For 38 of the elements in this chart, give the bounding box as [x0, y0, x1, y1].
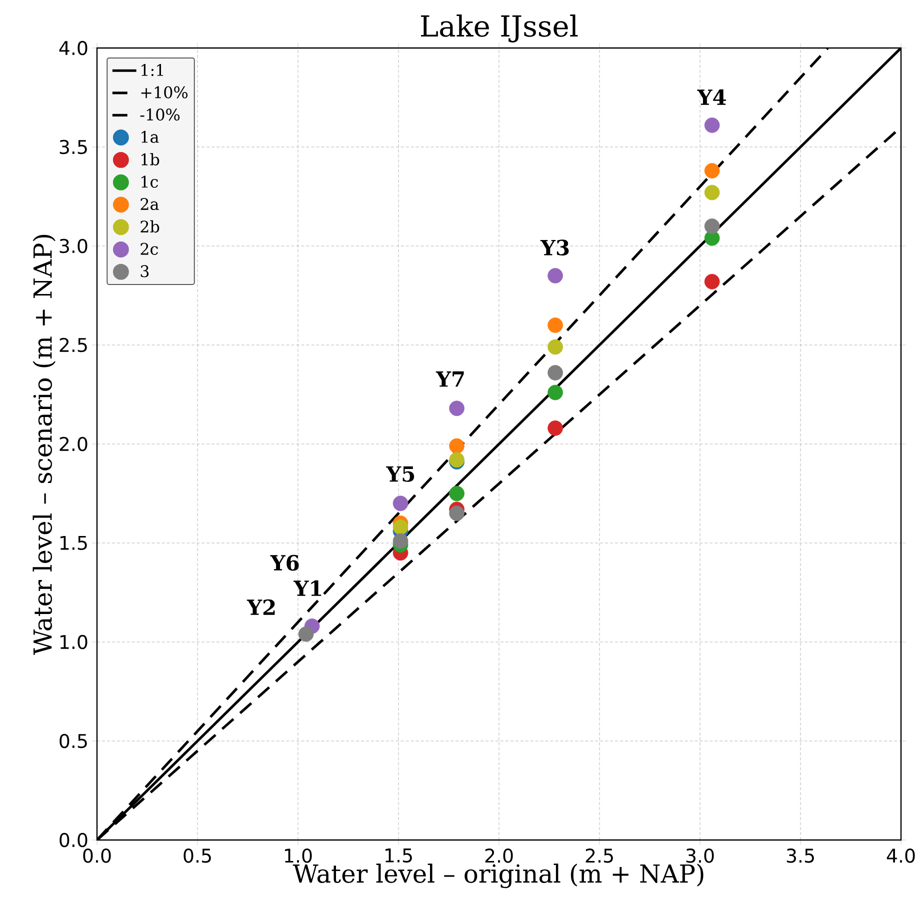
- x-tick-label: 2.5: [586, 848, 613, 863]
- y-tick-label: 0.0: [60, 832, 88, 848]
- legend-label: 2c: [140, 242, 158, 255]
- legend-label: 1:1: [142, 64, 164, 76]
- legend-label: 3: [140, 265, 149, 278]
- y-tick-label: 2.0: [60, 436, 88, 452]
- x-tick-label: 1.5: [386, 848, 412, 863]
- annotation: Y4: [697, 89, 726, 105]
- x-tick-label: 2.0: [485, 848, 513, 863]
- y-tick-label: 1.5: [60, 536, 87, 550]
- annotation: Y3: [540, 240, 569, 256]
- x-tick-label: 3.0: [686, 848, 714, 863]
- x-tick-label: 3.5: [786, 848, 814, 863]
- y-axis-title: Water level – scenario (m + NAP): [32, 234, 56, 655]
- legend-label: 1c: [142, 176, 158, 188]
- annotation: Y7: [436, 371, 464, 387]
- x-tick-label: 0.5: [184, 848, 211, 863]
- x-tick-label: 4.0: [886, 848, 915, 863]
- y-tick-label: 4.0: [59, 40, 88, 56]
- legend-label: 1b: [142, 153, 160, 166]
- y-tick-label: 3.5: [60, 140, 87, 154]
- chart-title: Lake IJssel: [421, 14, 578, 42]
- x-axis-title: Water level – original (m + NAP): [292, 864, 704, 888]
- annotation: Y5: [386, 466, 414, 482]
- legend-label: 2b: [140, 220, 160, 233]
- legend-label: -10%: [140, 108, 180, 121]
- y-tick-label: 0.5: [60, 734, 87, 748]
- y-tick-label: 2.5: [60, 338, 87, 352]
- y-tick-label: 3.0: [60, 238, 88, 254]
- x-tick-label: 1.0: [285, 848, 312, 863]
- annotation: Y2: [246, 599, 275, 615]
- annotation: Y1: [294, 580, 322, 596]
- legend-label: 2a: [140, 198, 159, 210]
- y-tick-label: 1.0: [60, 634, 88, 650]
- legend-label: +10%: [141, 86, 188, 98]
- x-tick-label: 0.0: [83, 848, 111, 863]
- annotation: Y6: [270, 554, 299, 571]
- legend-label: 1a: [142, 130, 159, 143]
